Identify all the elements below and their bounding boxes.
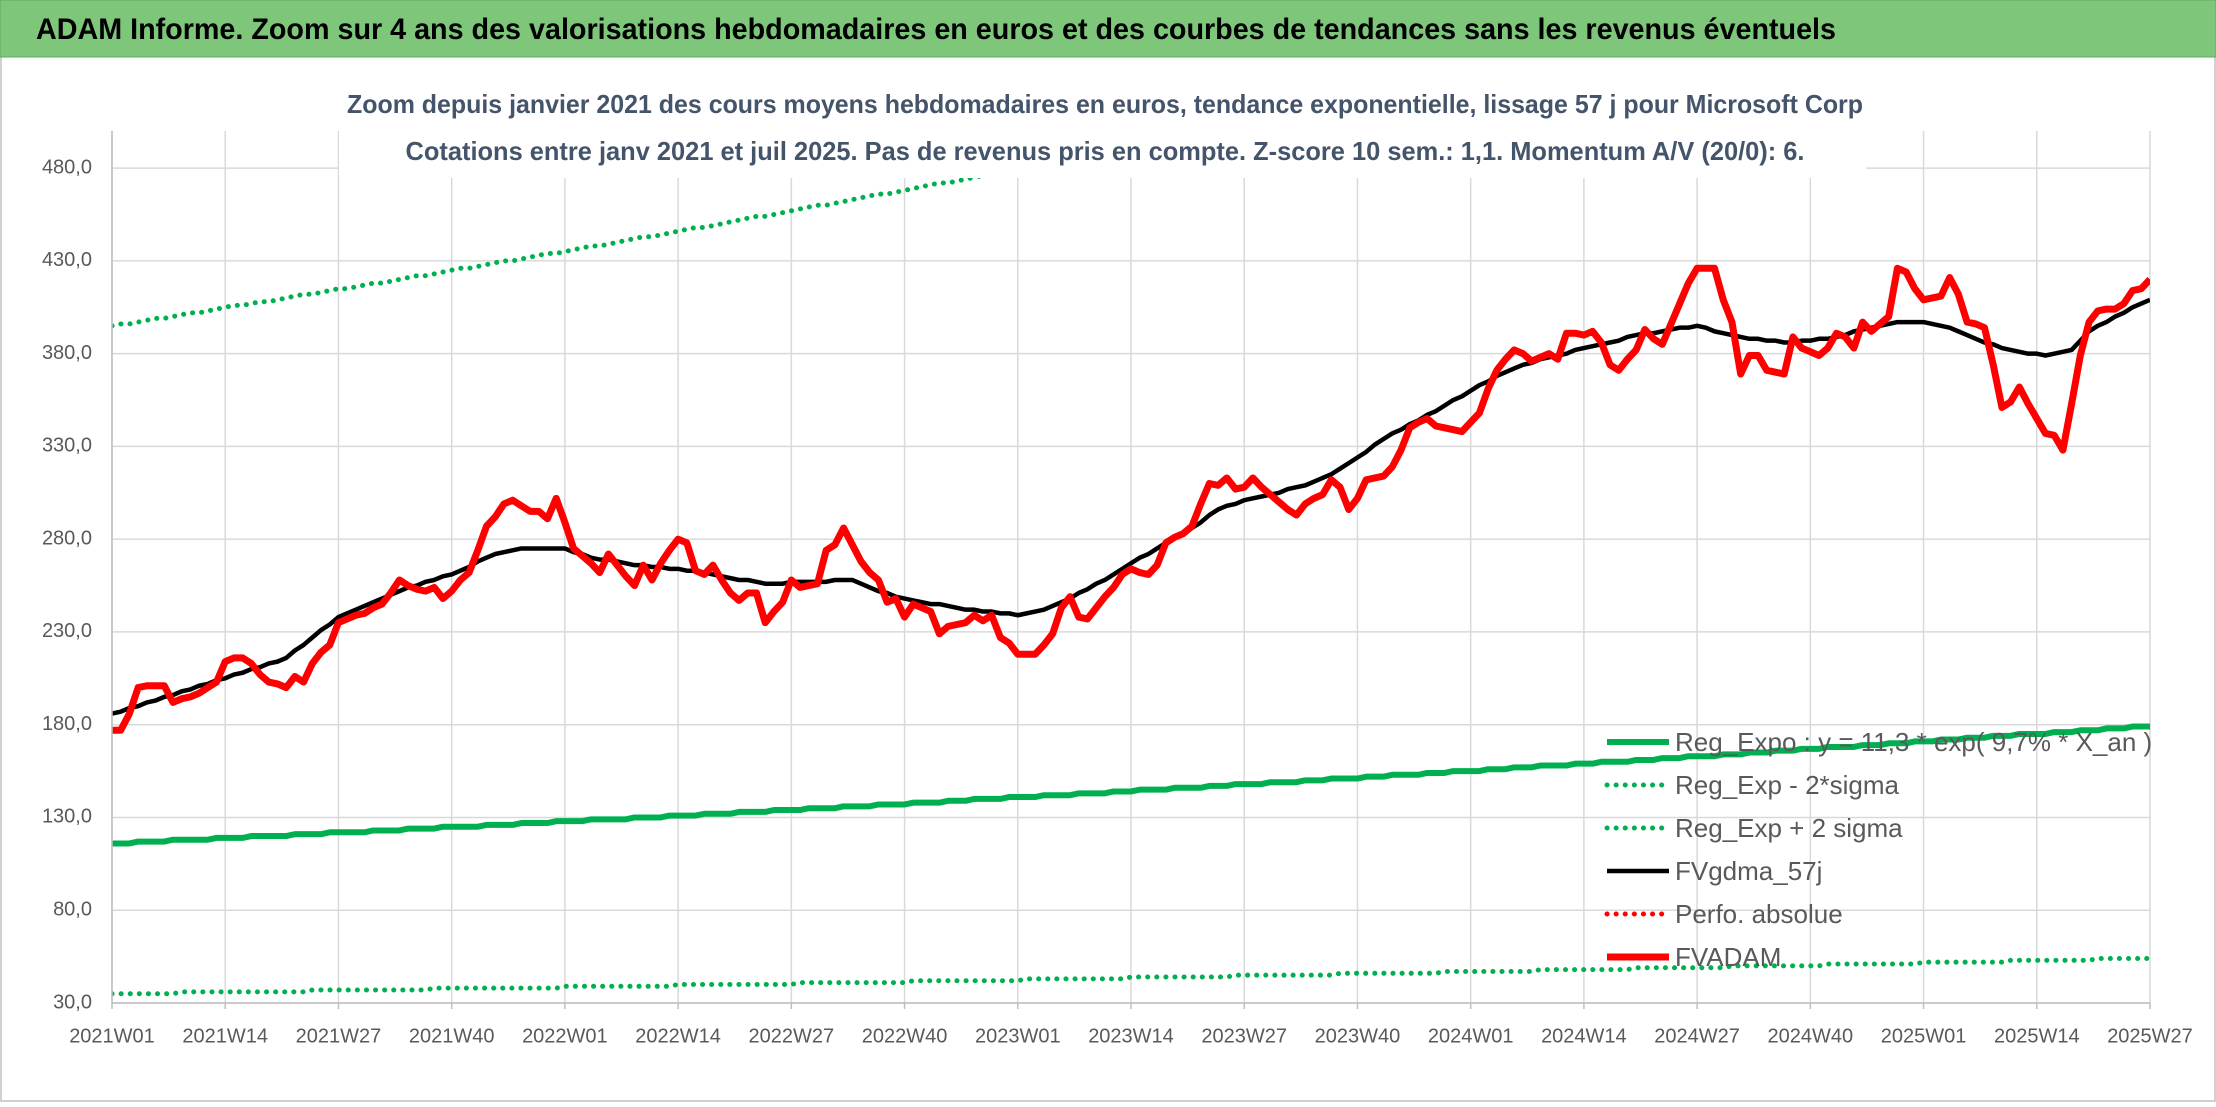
x-tick-label: 2023W01 xyxy=(975,1025,1061,1047)
legend-label: FVADAM xyxy=(1675,942,1781,972)
x-tick-label: 2023W14 xyxy=(1088,1025,1174,1047)
legend-label: FVgdma_57j xyxy=(1675,856,1822,886)
chart-subtitle: Zoom depuis janvier 2021 des cours moyen… xyxy=(347,89,1863,119)
subtitle-box xyxy=(339,84,1866,178)
series-line xyxy=(112,723,2150,847)
series-line xyxy=(112,955,2150,997)
axes: 30,0 80,0 130,0 180,0 230,0 280,0 330,0 380,0 43… xyxy=(42,131,2193,1047)
header-bar xyxy=(0,0,2216,58)
y-tick-label: 30,0 xyxy=(53,991,92,1013)
legend-label: Reg_Expo : y = 11,3 * exp( 9,7% * X_an ) xyxy=(1675,727,2152,757)
y-tick-label: 280,0 xyxy=(42,527,92,549)
y-tick-label: 330,0 xyxy=(42,435,92,457)
y-tick-label: 380,0 xyxy=(42,342,92,364)
x-tick-label: 2024W01 xyxy=(1428,1025,1514,1047)
chart-title: ADAM Informe. Zoom sur 4 ans des valoris… xyxy=(36,13,1836,46)
x-tick-label: 2024W40 xyxy=(1768,1025,1854,1047)
x-tick-label: 2021W01 xyxy=(69,1025,155,1047)
x-tick-label: 2022W14 xyxy=(635,1025,721,1047)
y-tick-label: 130,0 xyxy=(42,806,92,828)
x-tick-label: 2022W01 xyxy=(522,1025,608,1047)
x-tick-label: 2024W14 xyxy=(1541,1025,1627,1047)
x-tick-label: 2024W27 xyxy=(1654,1025,1740,1047)
x-tick-label: 2025W27 xyxy=(2107,1025,2193,1047)
legend-label: Reg_Exp + 2 sigma xyxy=(1675,813,1903,843)
series-line xyxy=(112,297,2150,716)
x-tick-label: 2025W14 xyxy=(1994,1025,2080,1047)
x-tick-label: 2021W14 xyxy=(182,1025,268,1047)
legend-label: Perfo. absolue xyxy=(1675,899,1843,929)
y-tick-label: 80,0 xyxy=(53,899,92,921)
y-tick-label: 180,0 xyxy=(42,713,92,735)
x-tick-label: 2021W40 xyxy=(409,1025,495,1047)
x-tick-label: 2025W01 xyxy=(1881,1025,1967,1047)
legend-label: Reg_Exp - 2*sigma xyxy=(1675,770,1900,800)
legend: Reg_Expo : y = 11,3 * exp( 9,7% * X_an )… xyxy=(1604,727,2152,972)
x-tick-label: 2022W27 xyxy=(749,1025,835,1047)
x-tick-label: 2023W40 xyxy=(1315,1025,1401,1047)
x-tick-label: 2021W27 xyxy=(296,1025,382,1047)
series-line xyxy=(112,264,2150,734)
x-tick-label: 2023W27 xyxy=(1201,1025,1287,1047)
chart-subtitle: Cotations entre janv 2021 et juil 2025. … xyxy=(406,136,1805,166)
y-tick-label: 230,0 xyxy=(42,620,92,642)
y-tick-label: 430,0 xyxy=(42,249,92,271)
y-tick-label: 480,0 xyxy=(42,156,92,178)
x-tick-label: 2022W40 xyxy=(862,1025,948,1047)
